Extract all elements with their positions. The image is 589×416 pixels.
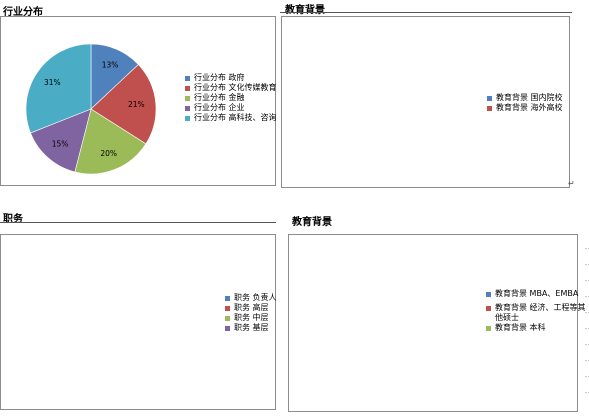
chart-title-education-top: 教育背景 <box>285 5 325 16</box>
legend-item: 教育背景 MBA、EMBA <box>486 289 587 299</box>
legend-item: 行业分布 企业 <box>185 103 277 113</box>
legend-swatch <box>486 326 491 331</box>
chart-panel-education-top <box>281 16 570 188</box>
chart-panel-education-bottom <box>288 234 578 412</box>
data-label-industry: 13% <box>102 60 119 69</box>
legend-label: 职务 高层 <box>234 303 269 312</box>
grid-line <box>585 328 589 329</box>
legend-item: 职务 基层 <box>225 323 277 333</box>
legend-label: 教育背景 海外高校 <box>496 103 563 112</box>
legend-label: 教育背景 国内院校 <box>496 93 563 102</box>
pie-slice-industry <box>90 64 157 145</box>
legend-swatch <box>487 106 492 111</box>
legend-item: 职务 高层 <box>225 303 277 313</box>
legend-item: 教育背景 经济、工程等其他硕士 <box>486 303 587 323</box>
data-label-industry: 20% <box>100 149 117 158</box>
legend-swatch <box>185 86 190 91</box>
grid-line <box>585 344 589 345</box>
grid-line <box>585 296 589 297</box>
pie-slice-industry <box>25 43 92 134</box>
legend-education-bottom: 教育背景 MBA、EMBA 教育背景 经济、工程等其他硕士 教育背景 本科 <box>486 289 587 333</box>
data-label-industry: 15% <box>52 140 69 149</box>
legend-swatch <box>185 116 190 121</box>
legend-education-top: 教育背景 国内院校 教育背景 海外高校 <box>487 93 563 113</box>
legend-swatch <box>225 296 230 301</box>
grid-line <box>585 312 589 313</box>
legend-item: 教育背景 国内院校 <box>487 93 563 103</box>
data-label-industry: 21% <box>128 100 145 109</box>
legend-swatch <box>225 316 230 321</box>
data-label-industry: 31% <box>44 78 61 87</box>
legend-item: 职务 中层 <box>225 313 277 323</box>
legend-item: 行业分布 政府 <box>185 73 277 83</box>
legend-swatch <box>486 292 491 297</box>
legend-item: 教育背景 海外高校 <box>487 103 563 113</box>
legend-swatch <box>185 106 190 111</box>
legend-label: 行业分布 企业 <box>194 103 245 112</box>
grid-line <box>585 392 589 393</box>
chart-title-industry: 行业分布 <box>3 7 43 18</box>
grid-line <box>585 280 589 281</box>
chart-title-position: 职务 <box>3 214 23 225</box>
chart-title-education-bottom: 教育背景 <box>292 217 332 228</box>
legend-item: 行业分布 高科技、咨询 <box>185 113 277 123</box>
pie-slice-industry <box>74 108 147 175</box>
legend-position: 职务 负责人 职务 高层 职务 中层 职务 基层 <box>225 293 277 333</box>
legend-label: 教育背景 本科 <box>495 323 546 332</box>
header-rule <box>0 222 276 223</box>
legend-item: 行业分布 金融 <box>185 93 277 103</box>
legend-swatch <box>185 96 190 101</box>
grid-line <box>585 376 589 377</box>
legend-label: 职务 负责人 <box>234 293 277 302</box>
grid-line <box>585 264 589 265</box>
legend-swatch <box>486 306 491 311</box>
grid-line <box>585 248 589 249</box>
legend-label: 行业分布 高科技、咨询 <box>194 113 277 122</box>
legend-swatch <box>185 76 190 81</box>
legend-industry: 行业分布 政府 行业分布 文化传媒教育 行业分布 金融 行业分布 企业 行业分布… <box>185 73 277 123</box>
legend-swatch <box>487 96 492 101</box>
grid-line <box>585 360 589 361</box>
legend-item: 职务 负责人 <box>225 293 277 303</box>
legend-label: 行业分布 政府 <box>194 73 245 82</box>
legend-label: 行业分布 文化传媒教育 <box>194 83 277 92</box>
legend-swatch <box>225 326 230 331</box>
legend-item: 教育背景 本科 <box>486 323 587 333</box>
legend-swatch <box>225 306 230 311</box>
return-mark-icon: ↵ <box>568 179 575 188</box>
legend-label: 教育背景 MBA、EMBA <box>495 289 579 298</box>
legend-item: 行业分布 文化传媒教育 <box>185 83 277 93</box>
chart-panel-position <box>0 234 276 410</box>
legend-label: 职务 基层 <box>234 323 269 332</box>
legend-label: 职务 中层 <box>234 313 269 322</box>
legend-label: 行业分布 金融 <box>194 93 245 102</box>
pie-slice-industry <box>30 108 92 173</box>
legend-label: 教育背景 经济、工程等其他硕士 <box>495 303 586 322</box>
header-rule <box>280 12 572 13</box>
